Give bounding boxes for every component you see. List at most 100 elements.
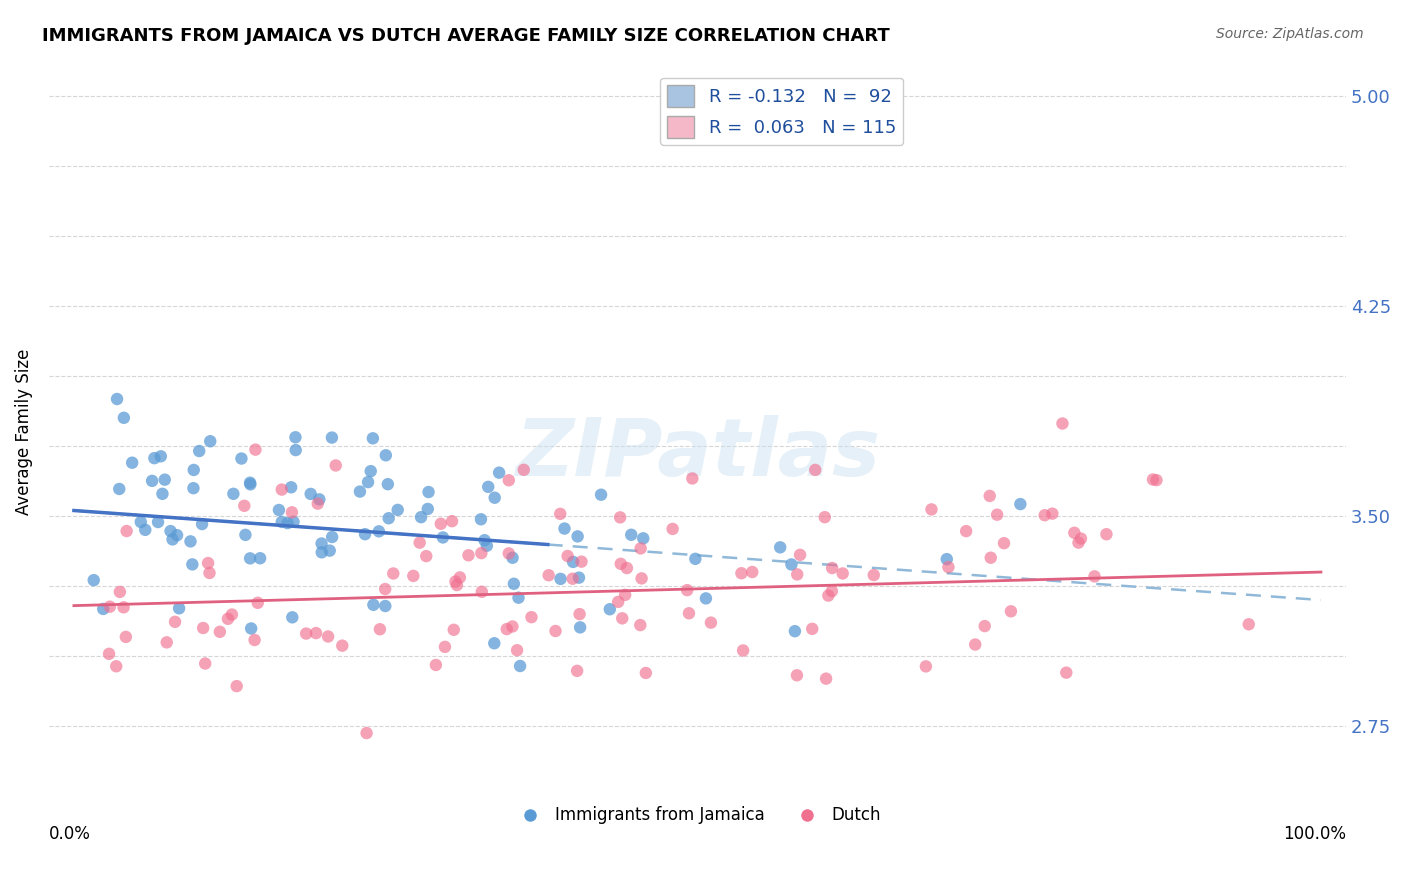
Point bbox=[544, 624, 567, 638]
Point bbox=[217, 612, 239, 626]
Point bbox=[179, 534, 201, 549]
Point bbox=[299, 487, 322, 501]
Point bbox=[245, 442, 267, 457]
Point bbox=[780, 558, 803, 572]
Point bbox=[612, 611, 634, 625]
Point bbox=[162, 533, 184, 547]
Point bbox=[471, 584, 494, 599]
Point bbox=[730, 566, 752, 581]
Point bbox=[305, 626, 328, 640]
Point bbox=[191, 517, 214, 532]
Point bbox=[474, 533, 496, 548]
Point bbox=[284, 430, 307, 444]
Point bbox=[367, 524, 389, 539]
Point bbox=[115, 524, 138, 538]
Point bbox=[506, 643, 529, 657]
Point bbox=[616, 561, 638, 575]
Point bbox=[321, 530, 343, 544]
Point bbox=[270, 483, 292, 497]
Point bbox=[821, 561, 844, 575]
Point bbox=[1063, 525, 1085, 540]
Point bbox=[408, 535, 430, 549]
Point bbox=[1237, 617, 1260, 632]
Point bbox=[444, 574, 467, 589]
Point bbox=[804, 463, 827, 477]
Point bbox=[1067, 535, 1090, 549]
Point bbox=[153, 473, 176, 487]
Point bbox=[235, 528, 257, 542]
Point bbox=[374, 448, 396, 462]
Point bbox=[955, 524, 977, 538]
Point bbox=[986, 508, 1008, 522]
Point bbox=[477, 480, 499, 494]
Point bbox=[197, 556, 219, 570]
Point bbox=[1142, 473, 1164, 487]
Point bbox=[678, 607, 700, 621]
Point bbox=[283, 515, 305, 529]
Point bbox=[121, 456, 143, 470]
Point bbox=[695, 591, 717, 606]
Point bbox=[568, 571, 591, 585]
Point bbox=[418, 485, 440, 500]
Point bbox=[634, 665, 657, 680]
Point bbox=[979, 489, 1001, 503]
Point bbox=[98, 647, 121, 661]
Point bbox=[1054, 665, 1077, 680]
Point bbox=[783, 624, 806, 639]
Point bbox=[470, 512, 492, 526]
Point bbox=[676, 583, 699, 598]
Point bbox=[1033, 508, 1056, 523]
Point bbox=[208, 624, 231, 639]
Point bbox=[831, 566, 853, 581]
Point bbox=[416, 502, 439, 516]
Point bbox=[433, 640, 456, 654]
Point bbox=[446, 578, 468, 592]
Point bbox=[441, 514, 464, 528]
Point bbox=[430, 516, 453, 531]
Point bbox=[415, 549, 437, 563]
Point bbox=[112, 600, 135, 615]
Point bbox=[311, 536, 333, 550]
Point bbox=[685, 551, 707, 566]
Point bbox=[921, 502, 943, 516]
Text: 100.0%: 100.0% bbox=[1282, 825, 1346, 843]
Point bbox=[166, 528, 188, 542]
Point bbox=[183, 481, 205, 495]
Point bbox=[614, 588, 637, 602]
Point bbox=[239, 551, 262, 566]
Point bbox=[965, 638, 987, 652]
Point bbox=[91, 602, 114, 616]
Point bbox=[200, 434, 222, 449]
Point bbox=[1040, 507, 1063, 521]
Point bbox=[349, 484, 371, 499]
Point bbox=[548, 507, 571, 521]
Point bbox=[607, 595, 630, 609]
Point bbox=[152, 487, 174, 501]
Point bbox=[1052, 417, 1074, 431]
Point bbox=[354, 527, 377, 541]
Point bbox=[243, 632, 266, 647]
Point bbox=[181, 558, 204, 572]
Point bbox=[425, 657, 447, 672]
Text: 0.0%: 0.0% bbox=[49, 825, 91, 843]
Point bbox=[146, 515, 169, 529]
Point bbox=[188, 444, 211, 458]
Point bbox=[520, 610, 543, 624]
Point bbox=[569, 620, 592, 634]
Point bbox=[550, 572, 572, 586]
Point bbox=[1146, 473, 1168, 487]
Point bbox=[316, 630, 339, 644]
Point bbox=[561, 572, 583, 586]
Point bbox=[129, 515, 152, 529]
Point bbox=[1083, 569, 1105, 583]
Point bbox=[488, 466, 510, 480]
Point bbox=[409, 510, 432, 524]
Point bbox=[457, 549, 479, 563]
Point bbox=[198, 566, 221, 580]
Point bbox=[862, 568, 884, 582]
Point bbox=[484, 491, 506, 505]
Point bbox=[308, 492, 330, 507]
Point bbox=[814, 510, 837, 524]
Point bbox=[1010, 497, 1032, 511]
Point bbox=[246, 596, 269, 610]
